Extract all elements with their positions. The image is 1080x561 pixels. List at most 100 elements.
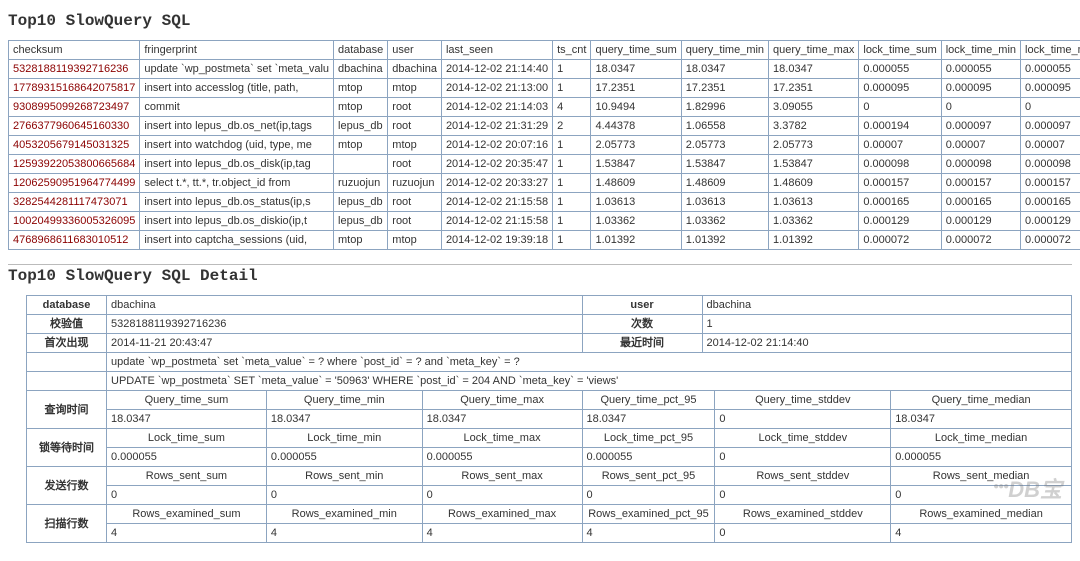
cell-database: mtop	[334, 231, 388, 250]
table-row: 12062590951964774499 select t.*, tt.*, tr…	[9, 174, 1080, 193]
metric-label-rows_sent: 发送行数	[27, 467, 107, 505]
cell-query_time_min: 1.03613	[681, 193, 768, 212]
checksum-link[interactable]: 9308995099268723497	[13, 101, 129, 113]
metric-val-rows_sent-max: 0	[422, 486, 582, 505]
metric-head-rows_examined_median: Rows_examined_median	[891, 505, 1072, 524]
cell-query_time_min: 2.05773	[681, 136, 768, 155]
table-row: 3282544281117473071insert into lepus_db.…	[9, 193, 1080, 212]
col-header-last_seen: last_seen	[441, 41, 552, 60]
cell-query_time_sum: 17.2351	[591, 79, 681, 98]
cell-database	[334, 155, 388, 174]
cell-query_time_max: 2.05773	[769, 136, 859, 155]
detail-value-user: dbachina	[702, 296, 1071, 315]
detail-label-count: 次数	[582, 315, 702, 334]
cell-user: dbachina	[388, 60, 442, 79]
cell-user: root	[388, 155, 442, 174]
cell-lock_time_min: 0.00007	[941, 136, 1020, 155]
metric-val-rows_sent-median: 0	[891, 486, 1072, 505]
cell-database: mtop	[334, 136, 388, 155]
detail-value-count: 1	[702, 315, 1071, 334]
metric-head-query_time_min: Query_time_min	[266, 391, 422, 410]
cell-fringerprint: update `wp_postmeta` set `meta_valu	[140, 60, 334, 79]
metric-head-lock_time_pct_95: Lock_time_pct_95	[582, 429, 715, 448]
col-header-lock_time_sum: lock_time_sum	[859, 41, 941, 60]
cell-query_time_min: 1.82996	[681, 98, 768, 117]
cell-lock_time_max: 0.000165	[1021, 193, 1080, 212]
cell-fringerprint: commit	[140, 98, 334, 117]
detail-label-user: user	[582, 296, 702, 315]
cell-checksum: 3282544281117473071	[9, 193, 140, 212]
cell-user: mtop	[388, 231, 442, 250]
metric-val-rows_sent-sum: 0	[107, 486, 267, 505]
cell-lock_time_max: 0.000097	[1021, 117, 1080, 136]
cell-database: lepus_db	[334, 193, 388, 212]
cell-query_time_min: 1.01392	[681, 231, 768, 250]
metric-head-query_time_sum: Query_time_sum	[107, 391, 267, 410]
cell-query_time_sum: 1.01392	[591, 231, 681, 250]
checksum-link[interactable]: 4768968611683010512	[13, 234, 128, 246]
checksum-link[interactable]: 12593922053800665684	[13, 158, 135, 170]
cell-query_time_sum: 1.03362	[591, 212, 681, 231]
detail-label-checksum: 校验值	[27, 315, 107, 334]
cell-last_seen: 2014-12-02 20:35:47	[441, 155, 552, 174]
metric-val-rows_examined-pct_95: 4	[582, 524, 715, 543]
metric-val-lock_time-pct_95: 0.000055	[582, 448, 715, 467]
table-row: 2766377960645160330insert into lepus_db.…	[9, 117, 1080, 136]
col-header-fringerprint: fringerprint	[140, 41, 334, 60]
cell-last_seen: 2014-12-02 21:31:29	[441, 117, 552, 136]
cell-lock_time_min: 0.000129	[941, 212, 1020, 231]
metric-val-query_time-min: 18.0347	[266, 410, 422, 429]
metric-val-query_time-pct_95: 18.0347	[582, 410, 715, 429]
checksum-link[interactable]: 4053205679145031325	[13, 139, 129, 151]
metric-head-query_time_stddev: Query_time_stddev	[715, 391, 891, 410]
cell-database: ruzuojun	[334, 174, 388, 193]
checksum-link[interactable]: 12062590951964774499	[13, 177, 135, 189]
metric-head-rows_sent_median: Rows_sent_median	[891, 467, 1072, 486]
col-header-ts_cnt: ts_cnt	[553, 41, 591, 60]
cell-query_time_max: 1.53847	[769, 155, 859, 174]
cell-query_time_min: 1.53847	[681, 155, 768, 174]
checksum-link[interactable]: 3282544281117473071	[13, 196, 128, 208]
cell-checksum: 4768968611683010512	[9, 231, 140, 250]
metric-val-lock_time-max: 0.000055	[422, 448, 582, 467]
cell-lock_time_sum: 0.000095	[859, 79, 941, 98]
cell-lock_time_sum: 0.000194	[859, 117, 941, 136]
cell-lock_time_min: 0.000097	[941, 117, 1020, 136]
cell-lock_time_max: 0.000055	[1021, 60, 1080, 79]
checksum-link[interactable]: 10020499336005326095	[13, 215, 135, 227]
metric-head-rows_examined_sum: Rows_examined_sum	[107, 505, 267, 524]
cell-lock_time_sum: 0.00007	[859, 136, 941, 155]
col-header-query_time_sum: query_time_sum	[591, 41, 681, 60]
cell-ts_cnt: 1	[553, 231, 591, 250]
cell-checksum: 12593922053800665684	[9, 155, 140, 174]
table-row: 4053205679145031325insert into watchdog …	[9, 136, 1080, 155]
cell-lock_time_min: 0.000165	[941, 193, 1020, 212]
cell-query_time_sum: 1.48609	[591, 174, 681, 193]
metric-val-lock_time-median: 0.000055	[891, 448, 1072, 467]
metric-head-lock_time_min: Lock_time_min	[266, 429, 422, 448]
detail-label-lastseen: 最近时间	[582, 334, 702, 353]
detail-sql1: update `wp_postmeta` set `meta_value` = …	[107, 353, 1072, 372]
metric-val-rows_sent-stddev: 0	[715, 486, 891, 505]
cell-ts_cnt: 1	[553, 60, 591, 79]
cell-fringerprint: insert into lepus_db.os_diskio(ip,t	[140, 212, 334, 231]
checksum-link[interactable]: 2766377960645160330	[13, 120, 129, 132]
checksum-link[interactable]: 5328188119392716236	[13, 63, 128, 75]
cell-last_seen: 2014-12-02 20:07:16	[441, 136, 552, 155]
cell-last_seen: 2014-12-02 21:15:58	[441, 212, 552, 231]
metric-head-lock_time_median: Lock_time_median	[891, 429, 1072, 448]
cell-database: lepus_db	[334, 117, 388, 136]
col-header-database: database	[334, 41, 388, 60]
metric-head-rows_examined_min: Rows_examined_min	[266, 505, 422, 524]
cell-ts_cnt: 1	[553, 212, 591, 231]
cell-checksum: 17789315168642075817	[9, 79, 140, 98]
cell-query_time_min: 18.0347	[681, 60, 768, 79]
checksum-link[interactable]: 17789315168642075817	[13, 82, 135, 94]
cell-fringerprint: select t.*, tt.*, tr.object_id from	[140, 174, 334, 193]
metric-val-query_time-stddev: 0	[715, 410, 891, 429]
cell-ts_cnt: 1	[553, 174, 591, 193]
metric-head-lock_time_max: Lock_time_max	[422, 429, 582, 448]
cell-database: mtop	[334, 79, 388, 98]
metric-head-rows_examined_stddev: Rows_examined_stddev	[715, 505, 891, 524]
cell-fringerprint: insert into accesslog (title, path,	[140, 79, 334, 98]
